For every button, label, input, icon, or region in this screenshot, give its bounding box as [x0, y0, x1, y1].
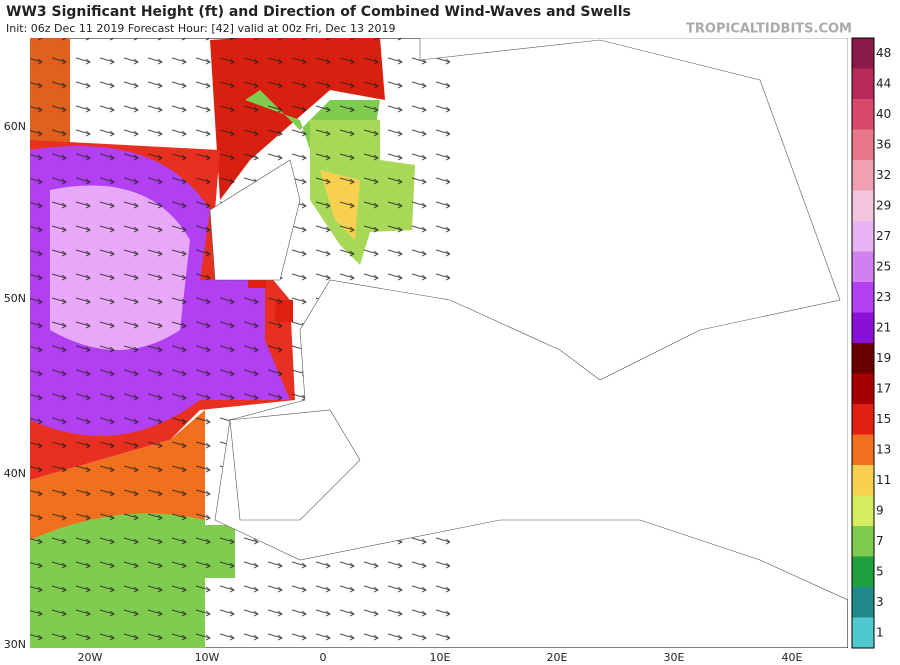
- lat-label: 50N: [4, 292, 26, 305]
- map-area: [30, 38, 848, 648]
- colorbar-label: 21: [876, 320, 891, 334]
- colorbar: 48 44 40 36 32 29 27 25 23 21 19 17 15 13 11 9 7 5 3 1: [851, 37, 891, 649]
- colorbar-segment: [852, 312, 874, 344]
- colorbar-label: 9: [876, 503, 884, 517]
- colorbar-segment: [852, 343, 874, 374]
- lon-label: 10E: [430, 651, 451, 664]
- colorbar-label: 25: [876, 259, 891, 273]
- colorbar-segment: [852, 282, 874, 313]
- colorbar-label: 1: [876, 625, 884, 639]
- colorbar-label: 11: [876, 473, 891, 487]
- colorbar-segment: [852, 434, 874, 466]
- colorbar-label: 7: [876, 534, 884, 548]
- colorbar-segment: [852, 587, 874, 618]
- colorbar-label: 32: [876, 168, 891, 182]
- lat-label: 30N: [4, 638, 26, 651]
- colorbar-label: 48: [876, 46, 891, 60]
- colorbar-segment: [852, 221, 874, 252]
- colorbar-label: 13: [876, 442, 891, 456]
- colorbar-frame: [851, 37, 875, 649]
- colorbar-label: 15: [876, 412, 891, 426]
- colorbar-label: 44: [876, 76, 891, 90]
- colorbar-segment: [852, 373, 874, 405]
- colorbar-segment: [852, 465, 874, 496]
- colorbar-label: 36: [876, 137, 891, 151]
- colorbar-label: 23: [876, 290, 891, 304]
- watermark: TROPICALTIDBITS.COM: [686, 22, 852, 37]
- colorbar-segment: [852, 251, 874, 283]
- colorbar-segment: [852, 99, 874, 130]
- lon-label: 20W: [78, 651, 103, 664]
- lon-label: 40E: [782, 651, 803, 664]
- colorbar-segment: [852, 404, 874, 435]
- title: WW3 Significant Height (ft) and Directio…: [6, 4, 631, 20]
- lon-label: 30E: [664, 651, 685, 664]
- colorbar-label: 5: [876, 564, 884, 578]
- lon-label: 20E: [547, 651, 568, 664]
- colorbar-segment: [852, 160, 874, 191]
- colorbar-label: 17: [876, 381, 891, 395]
- lat-label: 60N: [4, 120, 26, 133]
- lon-label: 10W: [195, 651, 220, 664]
- colorbar-segment: [852, 38, 874, 69]
- colorbar-segment: [852, 495, 874, 527]
- lon-label: 0: [320, 651, 327, 664]
- colorbar-label: 40: [876, 107, 891, 121]
- colorbar-segment: [852, 129, 874, 161]
- subtitle: Init: 06z Dec 11 2019 Forecast Hour: [42…: [6, 22, 395, 35]
- colorbar-label: 29: [876, 198, 891, 212]
- colorbar-segment: [852, 68, 874, 100]
- colorbar-segment: [852, 617, 874, 649]
- colorbar-segment: [852, 526, 874, 557]
- colorbar-label: 19: [876, 351, 891, 365]
- colorbar-segment: [852, 556, 874, 588]
- colorbar-segment: [852, 190, 874, 222]
- colorbar-label: 27: [876, 229, 891, 243]
- colorbar-label: 3: [876, 595, 884, 609]
- lat-label: 40N: [4, 467, 26, 480]
